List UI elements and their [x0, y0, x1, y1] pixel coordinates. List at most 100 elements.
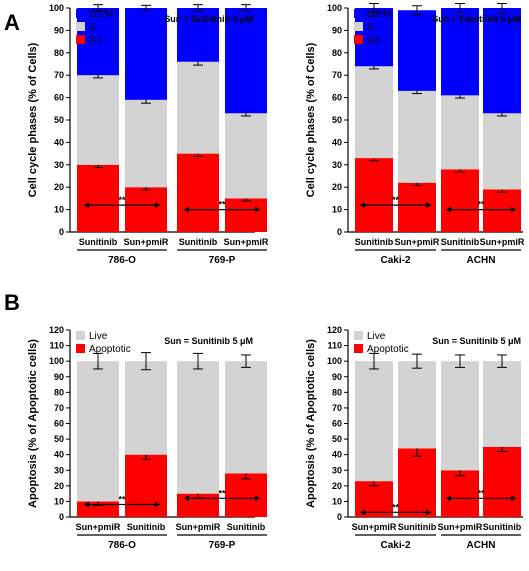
y-axis-label: Apoptosis (% of Apoptotic cells) [305, 339, 317, 508]
y-tick-label: 50 [54, 115, 64, 125]
bar-segment-s [225, 113, 267, 199]
x-category-label: Sunitinib [127, 522, 166, 532]
legend-swatch [76, 22, 85, 31]
y-tick-label: 0 [59, 512, 64, 522]
bar-segment-g1 [125, 187, 167, 232]
group-label: Caki-2 [380, 255, 410, 266]
significance-arrowhead [255, 495, 260, 502]
significance-arrowhead [84, 202, 89, 209]
bar-segment-g1 [177, 153, 219, 232]
y-axis-label: Apoptosis (% of Apoptotic cells) [27, 339, 39, 508]
bar-segment-g2-m [483, 8, 521, 114]
significance-arrowhead [446, 206, 451, 213]
y-tick-label: 60 [332, 419, 342, 429]
chart-apoptosis-caki2-achn: 0 10 20 30 40 50 60 70 80 90 100 110 120 Apoptosis (%… [305, 325, 523, 551]
y-tick-label: 20 [332, 182, 342, 192]
significance-label: ** [477, 488, 485, 498]
significance-label: ** [477, 200, 485, 210]
bar-segment-live [483, 361, 521, 447]
legend-label: Apoptotic [89, 344, 131, 355]
chart-note: Sun = Sunitinib 5 μM [164, 336, 253, 346]
x-category-label: Sun+pmiR [124, 237, 169, 247]
y-tick-label: 60 [332, 93, 342, 103]
bar-segment-g1 [398, 182, 436, 232]
y-tick-label: 100 [327, 3, 342, 13]
y-tick-label: 30 [54, 160, 64, 170]
y-axis-label: Cell cycle phases (% of Cells) [27, 42, 39, 197]
y-tick-label: 70 [332, 403, 342, 413]
group-label: 769-P [209, 540, 236, 551]
x-category-label: Sunitinib [483, 522, 522, 532]
significance-arrowhead [360, 509, 365, 516]
x-category-label: Sun+pmiR [76, 522, 121, 532]
legend-swatch [354, 344, 363, 353]
y-tick-label: 40 [54, 137, 64, 147]
legend-swatch [354, 35, 363, 44]
significance-arrowhead [155, 501, 160, 508]
significance-label: ** [218, 488, 226, 498]
x-category-label: Sun+pmiR [480, 237, 525, 247]
significance-arrowhead [426, 509, 431, 516]
chart-apoptosis-786o-769p: 0 10 20 30 40 50 60 70 80 90 100 110 120 Apoptosis (%… [27, 325, 267, 551]
y-tick-label: 30 [332, 465, 342, 475]
legend-swatch [354, 331, 363, 340]
y-tick-label: 30 [54, 465, 64, 475]
y-tick-label: 50 [332, 434, 342, 444]
y-tick-label: 20 [54, 182, 64, 192]
y-tick-label: 90 [332, 372, 342, 382]
group-label: 786-O [108, 540, 136, 551]
y-tick-label: 70 [54, 70, 64, 80]
y-tick-label: 60 [54, 93, 64, 103]
significance-arrowhead [84, 501, 89, 508]
bar-segment-g1 [77, 164, 119, 232]
bar-segment-live [225, 361, 267, 474]
y-tick-label: 80 [54, 387, 64, 397]
bar-segment-s [125, 99, 167, 188]
significance-arrowhead [184, 495, 189, 502]
y-tick-label: 10 [54, 496, 64, 506]
significance-arrowhead [511, 495, 516, 502]
y-tick-label: 30 [332, 160, 342, 170]
bar-segment-g1 [225, 198, 267, 232]
y-tick-label: 120 [327, 325, 342, 335]
bar-segment-g2-m [441, 8, 479, 96]
x-category-label: Sun+pmiR [395, 237, 440, 247]
y-tick-label: 10 [54, 205, 64, 215]
legend-label: G2/M [89, 9, 113, 20]
bar-segment-g2-m [177, 8, 219, 62]
bar-segment-apoptotic [355, 481, 393, 517]
y-tick-label: 90 [54, 25, 64, 35]
bar-segment-live [355, 361, 393, 482]
significance-arrowhead [511, 206, 516, 213]
significance-label: ** [392, 195, 400, 205]
bar-segment-live [398, 361, 436, 449]
legend-swatch [76, 344, 85, 353]
chart-note: Sun = Sunitinib 5 μM [432, 14, 521, 24]
legend-swatch [354, 22, 363, 31]
y-tick-label: 60 [54, 419, 64, 429]
bar-segment-live [125, 361, 167, 455]
significance-arrowhead [255, 206, 260, 213]
bar-segment-apoptotic [125, 454, 167, 517]
y-axis-label: Cell cycle phases (% of Cells) [305, 42, 317, 197]
y-tick-label: 10 [332, 205, 342, 215]
legend-label: S [367, 22, 374, 33]
y-tick-label: 0 [337, 227, 342, 237]
panel-label-a: A [4, 10, 20, 35]
group-label: 769-P [209, 255, 236, 266]
y-tick-label: 50 [54, 434, 64, 444]
y-tick-label: 40 [332, 450, 342, 460]
x-category-label: Sunitinib [179, 237, 218, 247]
significance-label: ** [118, 495, 126, 505]
y-tick-label: 80 [332, 48, 342, 58]
x-category-label: Sun+pmiR [352, 522, 397, 532]
y-tick-label: 100 [327, 356, 342, 366]
significance-label: ** [218, 200, 226, 210]
bar-segment-live [441, 361, 479, 471]
legend-swatch [76, 9, 85, 18]
bar-segment-apoptotic [483, 446, 521, 517]
y-tick-label: 100 [49, 356, 64, 366]
bar-segment-s [441, 95, 479, 170]
y-tick-label: 100 [49, 3, 64, 13]
bar-segment-s [398, 90, 436, 183]
